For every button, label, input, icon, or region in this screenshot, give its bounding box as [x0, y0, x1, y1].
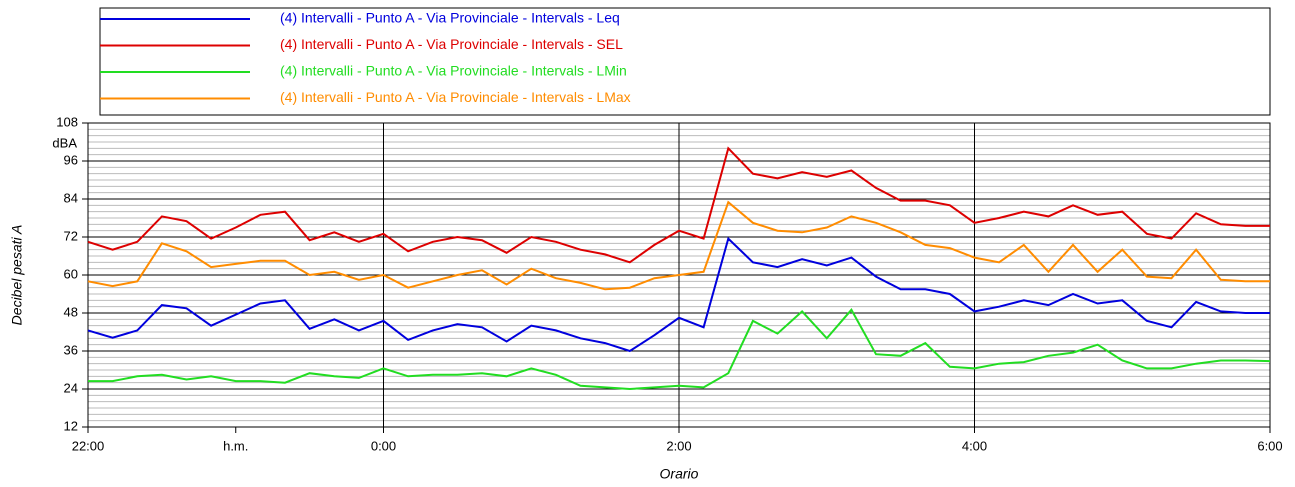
legend-label: (4) Intervalli - Punto A - Via Provincia…: [280, 36, 623, 52]
y-tick-label: 72: [64, 228, 78, 243]
plot-frame: [87, 122, 1271, 428]
x-axis-title: Orario: [660, 466, 699, 482]
series-line: [87, 146, 1270, 264]
legend-box: [99, 7, 1271, 116]
y-tick-label: 36: [64, 342, 78, 357]
y-tick-label: 96: [64, 152, 78, 167]
x-tick-label: 0:00: [371, 438, 396, 453]
x-tick-label: 22:00: [72, 438, 105, 453]
series-line: [87, 200, 1270, 291]
y-unit: dBA: [52, 135, 77, 150]
y-tick-label: 60: [64, 266, 78, 281]
y-axis-title: Decibel pesati A: [9, 225, 25, 326]
y-tick-label: 24: [64, 380, 78, 395]
y-tick-label: 84: [64, 190, 78, 205]
legend-label: (4) Intervalli - Punto A - Via Provincia…: [280, 63, 627, 79]
x-tick-label: h.m.: [223, 438, 248, 453]
x-tick-label: 2:00: [666, 438, 691, 453]
y-tick-label: 12: [64, 418, 78, 433]
x-tick-label: 6:00: [1257, 438, 1282, 453]
legend-label: (4) Intervalli - Punto A - Via Provincia…: [280, 10, 620, 26]
series-line: [87, 236, 1270, 353]
x-tick-label: 4:00: [962, 438, 987, 453]
y-tick-label: 108: [56, 114, 78, 129]
y-tick-label: 48: [64, 304, 78, 319]
series-line: [88, 308, 1271, 391]
legend-label: (4) Intervalli - Punto A - Via Provincia…: [280, 89, 631, 105]
